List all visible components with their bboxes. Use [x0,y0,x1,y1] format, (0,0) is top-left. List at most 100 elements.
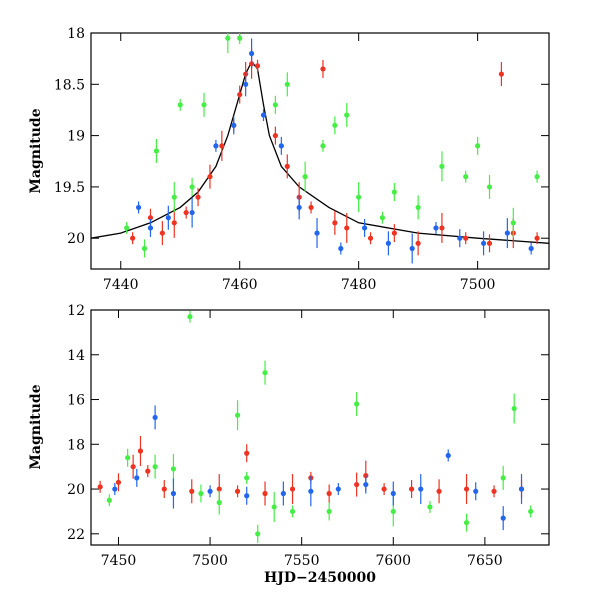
bottom-panel: 7450 7500 7550 7600 7650 12 14 16 18 20 22 Magnitu… [28,303,550,586]
green-data-point [534,174,540,180]
red-data-point [130,464,136,470]
green-data-point [415,204,421,211]
green-data-point [326,508,332,515]
blue-data-point [362,225,368,231]
green-data-point [189,184,195,190]
red-data-point [534,235,540,241]
green-data-point [225,35,231,41]
green-data-point [198,490,204,497]
red-data-point [171,220,177,226]
green-data-point [244,475,250,481]
model-curve-line [90,60,550,244]
red-data-point [463,486,470,492]
green-data-point [187,314,193,320]
blue-data-point [457,235,463,241]
top-panel: 7440 7460 7480 7500 18 18.5 19 19.5 20 Magnitude [28,26,550,293]
red-data-point [137,448,144,454]
blue-data-point [248,50,255,57]
red-data-point [332,220,338,226]
blue-data-point [390,490,396,497]
blue-data-point [135,204,142,211]
red-data-point [189,488,195,494]
blue-data-point [296,204,302,211]
green-data-point [332,122,338,128]
blue-data-point [335,486,341,492]
blue-data-point [244,493,250,499]
bottom-x-axis-label: HJD−2450000 [264,570,376,586]
green-data-point [152,464,158,470]
bottom-y-axis-label: Magnitude [28,384,44,469]
blue-data-point [409,245,415,252]
red-data-point [147,215,154,221]
green-data-point [302,174,308,180]
red-data-point [367,235,374,241]
top-y-tick-label: 18.5 [54,77,85,93]
blue-data-point [207,488,213,494]
green-data-point [356,194,362,200]
green-data-point [177,102,183,108]
green-data-point [153,148,160,154]
blue-data-point [213,143,219,149]
blue-data-point [445,452,451,459]
top-y-tick-label: 18 [67,26,85,42]
red-data-point [216,486,222,492]
bottom-y-tick-label: 14 [67,348,85,364]
top-y-axis-label: Magnitude [28,108,44,193]
top-y-tick-label: 20 [67,231,85,247]
bottom-x-tick-label: 7450 [101,553,137,569]
red-data-point [183,209,189,216]
green-data-point [141,245,148,252]
red-data-point [130,235,136,241]
red-data-point [115,479,122,485]
green-data-point [124,225,130,231]
green-data-point [486,184,493,190]
green-data-point [216,499,222,506]
blue-data-point [170,490,177,497]
red-data-point [237,91,243,98]
green-data-point [320,143,326,149]
green-data-point [255,531,261,537]
blue-data-point [112,486,118,492]
bottom-x-tick-label: 7650 [467,553,503,569]
red-data-point [289,486,296,492]
green-data-point [106,497,112,503]
green-data-point [379,215,386,221]
top-y-tick-label: 19.5 [54,180,85,196]
bottom-y-tick-label: 16 [67,393,85,409]
green-data-point [170,466,177,472]
red-data-point [161,486,167,492]
green-data-point [171,194,177,200]
blue-data-point [165,215,171,221]
blue-data-point [500,515,506,521]
red-data-point [159,230,165,236]
red-data-point [415,240,421,246]
red-data-point [409,486,415,492]
top-x-tick-label: 7440 [103,277,139,293]
green-data-point [463,520,470,526]
red-data-point [262,490,268,497]
green-data-point [528,508,534,515]
green-data-point [284,81,290,87]
blue-data-point [134,475,140,481]
green-data-point [511,405,517,412]
green-data-point [344,112,350,118]
green-data-point [391,189,397,195]
blue-data-point [152,414,158,421]
top-y-tick-label: 19 [67,129,85,145]
red-data-point [436,488,442,494]
bottom-plot-frame [90,309,550,546]
top-data-points [124,33,540,264]
blue-data-point [189,209,195,216]
green-data-point [475,143,481,149]
blue-data-point [385,240,392,246]
red-data-point [207,174,213,180]
blue-data-point [243,81,249,87]
bottom-x-tick-label: 7550 [284,553,320,569]
green-data-point [125,455,131,461]
bottom-y-tick-label: 20 [67,482,85,498]
top-plot-frame [90,32,550,270]
red-data-point [219,143,225,149]
blue-data-point [418,486,424,492]
green-data-point [201,102,207,108]
green-data-point [289,508,296,515]
